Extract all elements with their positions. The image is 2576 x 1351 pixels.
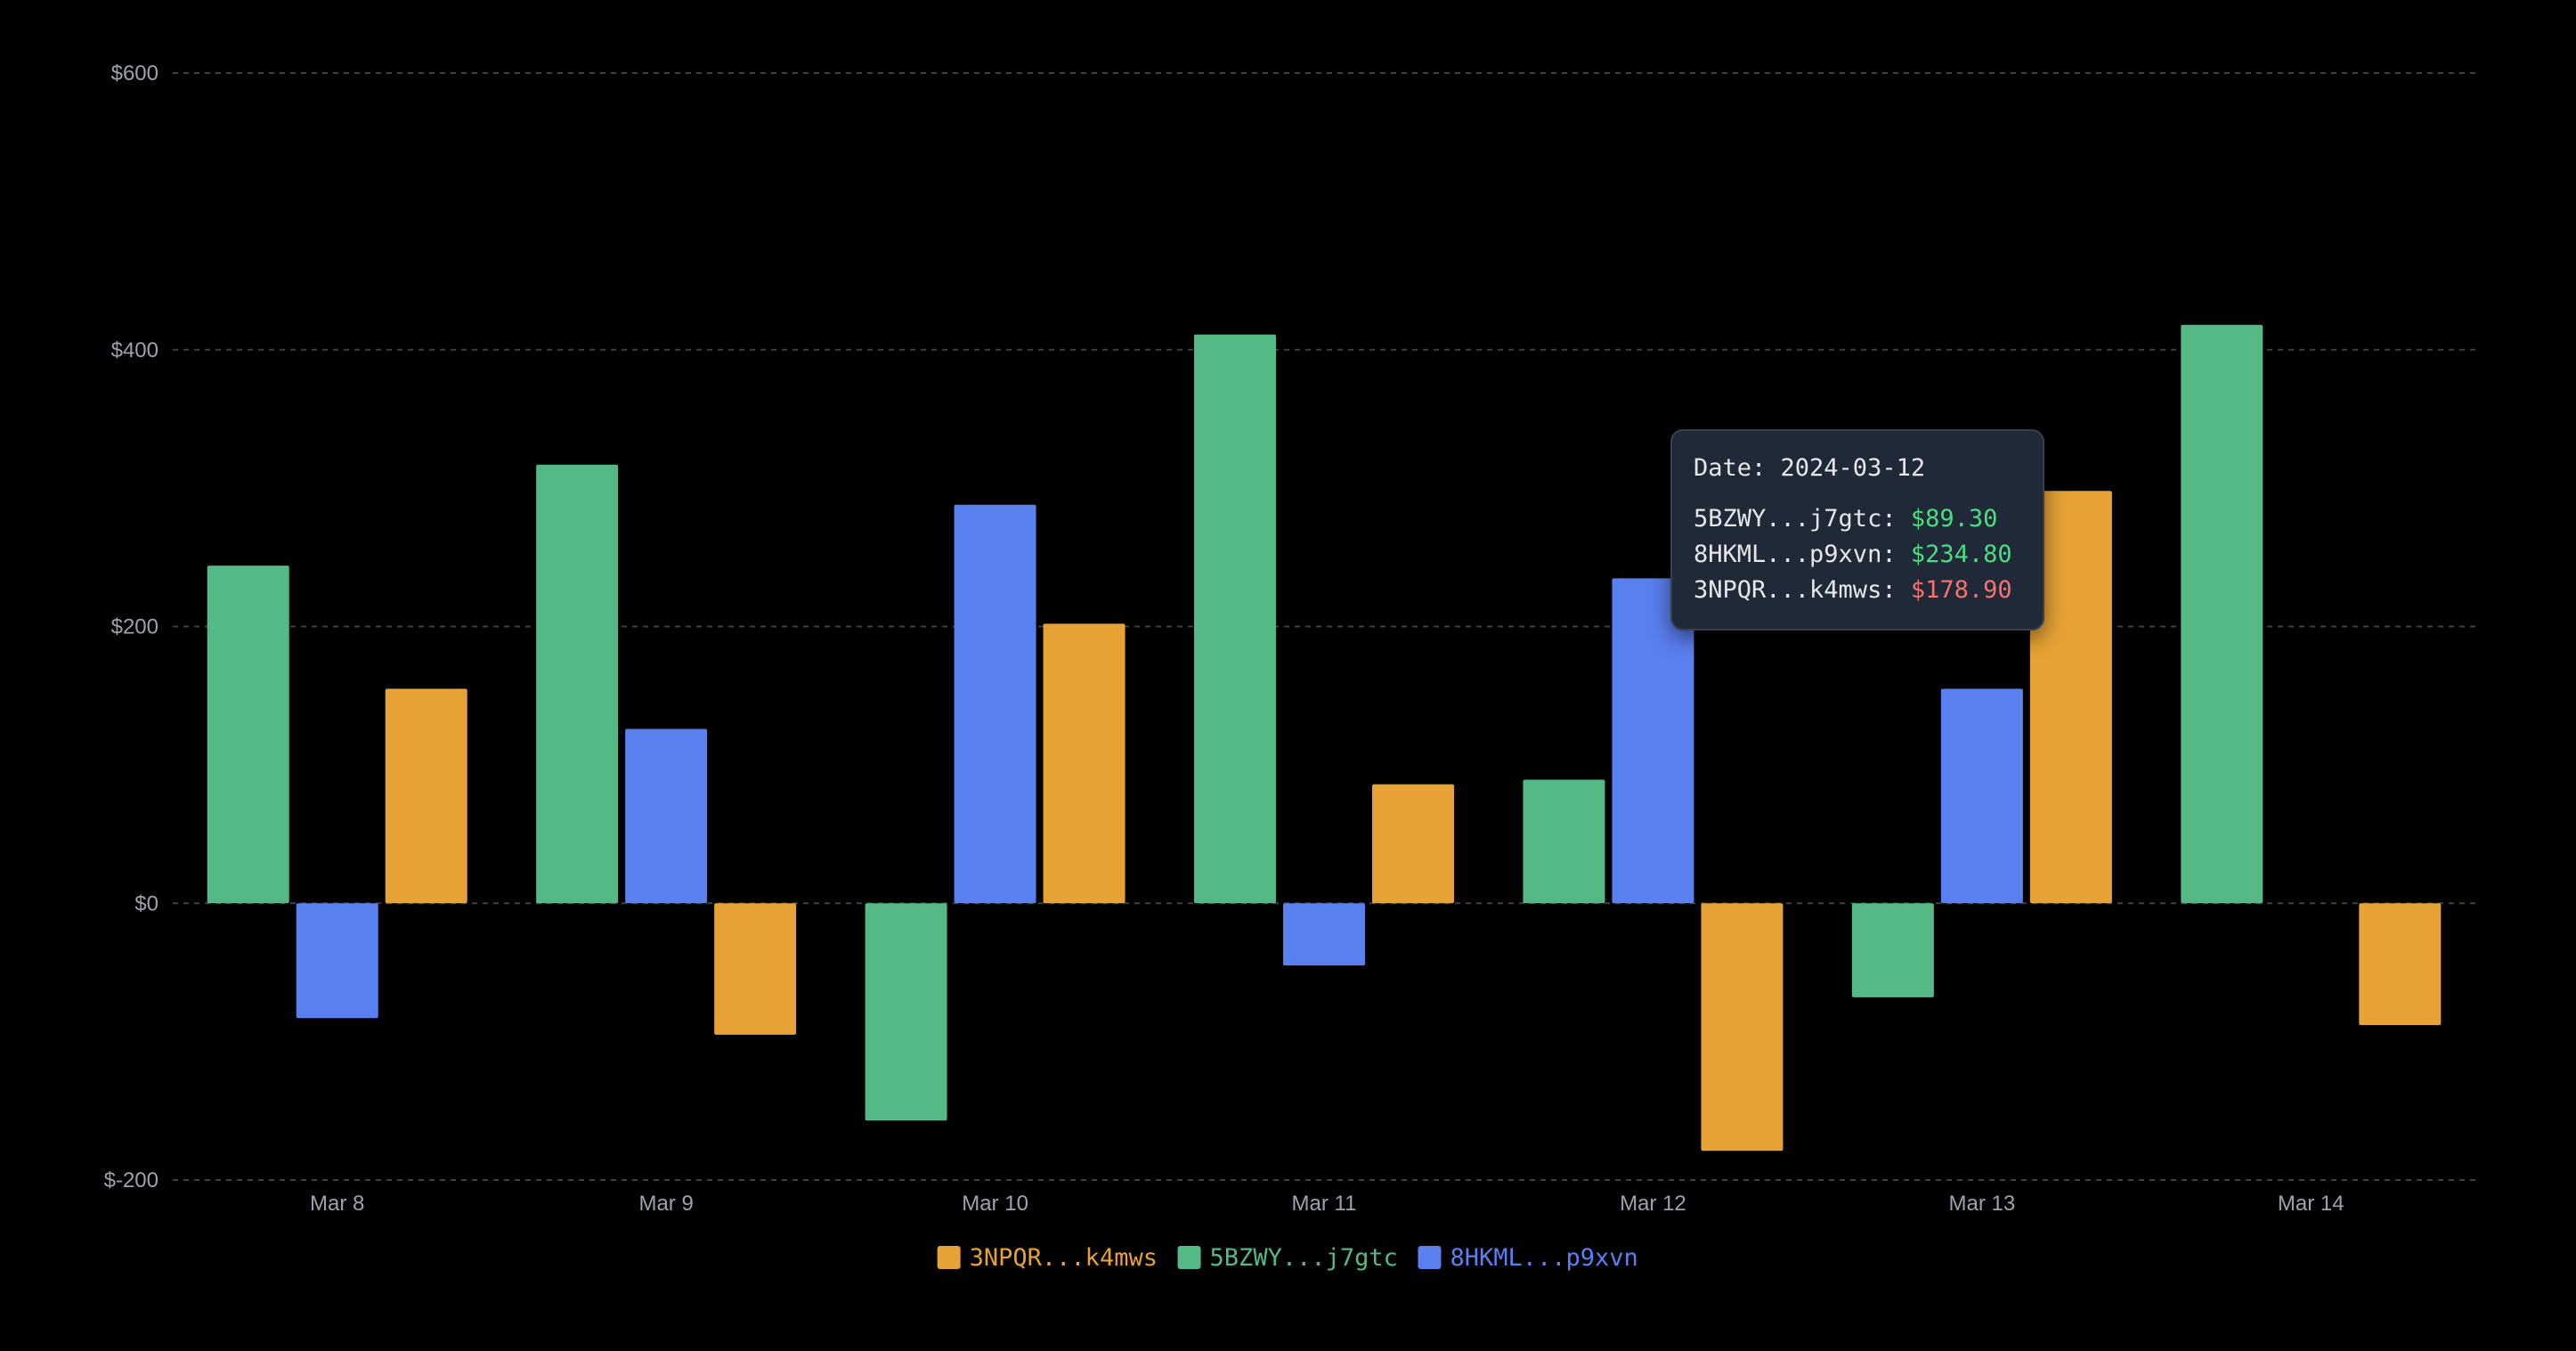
- bar-8hkmlp9xvn: [954, 504, 1036, 904]
- bar-5bzwyj7gtc: [2181, 324, 2263, 904]
- bar-3npqrk4mws: [1043, 623, 1125, 904]
- bar-8hkmlp9xvn: [625, 728, 708, 904]
- tooltip-row: 8HKML...p9xvn: $234.80: [1694, 537, 2021, 573]
- x-tick-label: Mar 12: [1620, 1192, 1686, 1216]
- bar-3npqrk4mws: [1701, 903, 1784, 1152]
- y-tick-label: $-200: [104, 1168, 158, 1192]
- x-tick-label: Mar 8: [310, 1192, 364, 1216]
- y-axis-ticks: $-200 $0 $200 $400 $600: [104, 61, 158, 1192]
- tooltip-row-value: $178.90: [1910, 576, 2012, 604]
- bars: [207, 324, 2442, 1152]
- y-tick-label: $600: [111, 61, 158, 85]
- x-tick-label: Mar 11: [1292, 1192, 1357, 1216]
- bar-3npqrk4mws: [714, 903, 797, 1035]
- bar-8hkmlp9xvn: [1283, 903, 1365, 966]
- y-tick-label: $400: [111, 338, 158, 362]
- x-tick-label: Mar 13: [1949, 1192, 2016, 1216]
- bar-8hkmlp9xvn: [1940, 688, 2023, 904]
- tooltip-row: 5BZWY...j7gtc: $89.30: [1694, 501, 2021, 537]
- bar-5bzwyj7gtc: [1851, 903, 1934, 997]
- legend-swatch: [937, 1246, 961, 1269]
- bar-5bzwyj7gtc: [865, 903, 947, 1121]
- legend-label: 3NPQR...k4mws: [970, 1244, 1158, 1272]
- bar-5bzwyj7gtc: [536, 464, 619, 904]
- tooltip-row-label: 8HKML...p9xvn:: [1694, 541, 1897, 568]
- tooltip-row-label: 3NPQR...k4mws:: [1694, 576, 1897, 604]
- tooltip: Date: 2024-03-12 5BZWY...j7gtc: $89.30 8…: [1670, 429, 2044, 631]
- bar-5bzwyj7gtc: [1194, 334, 1276, 904]
- legend-label: 8HKML...p9xvn: [1450, 1244, 1637, 1272]
- tooltip-row-label: 5BZWY...j7gtc:: [1694, 505, 1897, 533]
- x-axis-ticks: Mar 8 Mar 9 Mar 10 Mar 11 Mar 12 Mar 13 Mar 14: [310, 1192, 2344, 1216]
- bar-3npqrk4mws: [2359, 903, 2442, 1025]
- tooltip-row-value: $89.30: [1910, 505, 1998, 533]
- legend-swatch: [1177, 1246, 1201, 1269]
- tooltip-row-value: $234.80: [1910, 541, 2012, 568]
- bar-5bzwyj7gtc: [1523, 779, 1605, 904]
- bar-5bzwyj7gtc: [207, 566, 289, 904]
- bar-3npqrk4mws: [1372, 784, 1454, 904]
- x-tick-label: Mar 9: [638, 1192, 693, 1216]
- y-tick-label: $0: [134, 891, 158, 916]
- tooltip-row: 3NPQR...k4mws: $178.90: [1694, 573, 2021, 608]
- bar-8hkmlp9xvn: [1612, 578, 1694, 904]
- legend-swatch: [1418, 1246, 1442, 1269]
- legend: 3NPQR...k4mws 5BZWY...j7gtc 8HKML...p9xvn: [937, 1244, 1638, 1272]
- grid-lines: [173, 72, 2475, 1181]
- bar-8hkmlp9xvn: [296, 903, 378, 1019]
- legend-label: 5BZWY...j7gtc: [1210, 1244, 1398, 1272]
- bar-3npqrk4mws: [385, 688, 467, 904]
- y-tick-label: $200: [111, 615, 158, 639]
- bar-3npqrk4mws: [2029, 491, 2112, 904]
- x-tick-label: Mar 14: [2278, 1192, 2344, 1216]
- x-tick-label: Mar 10: [962, 1192, 1028, 1216]
- tooltip-date: Date: 2024-03-12: [1694, 454, 1926, 482]
